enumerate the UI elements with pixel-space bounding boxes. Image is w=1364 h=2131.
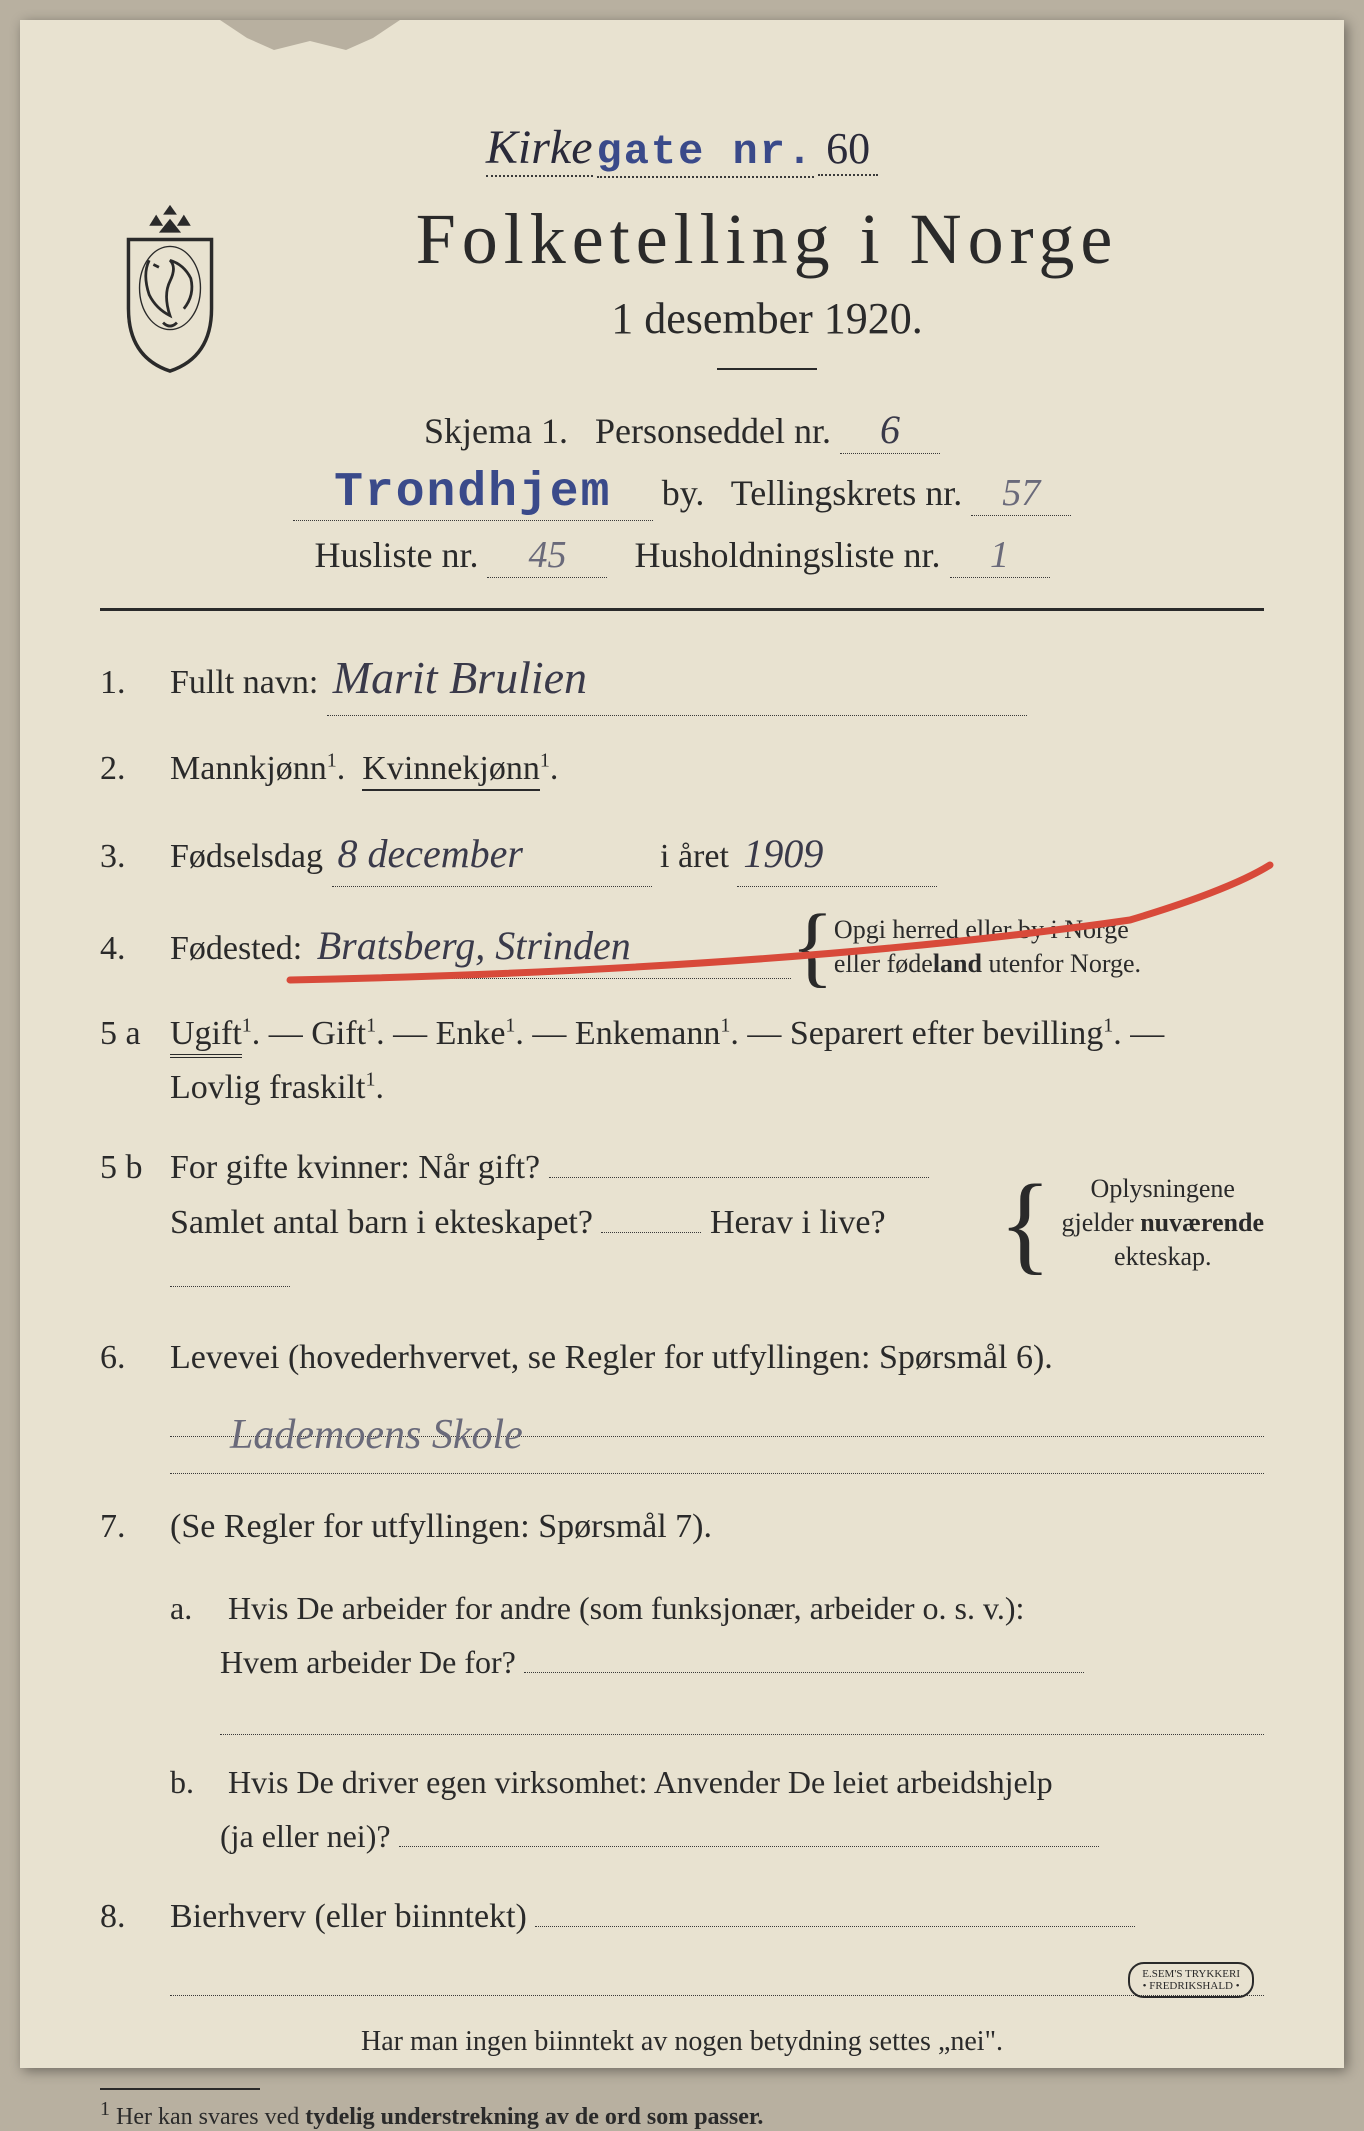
q4-label: Fødested: [170, 930, 302, 967]
title-divider [717, 368, 817, 370]
q5a-gift: Gift [311, 1015, 366, 1052]
footnote: 1 Her kan svares ved tydelig understrekn… [100, 2098, 1264, 2131]
q3-birthdate: 3. Fødselsdag 8 december i året 1909 [100, 822, 1264, 887]
city-stamp: Trondhjem [293, 466, 653, 521]
q6-value: Lademoens Skole [170, 1412, 523, 1458]
q1-value: Marit Brulien [327, 641, 1027, 716]
footnote-rule [100, 2088, 260, 2090]
q7a-letter: a. [170, 1581, 220, 1635]
q2-sex: 2. Mannkjønn1. Kvinnekjønn1. [100, 742, 1264, 796]
skjema-line: Skjema 1. Personseddel nr. 6 [100, 406, 1264, 454]
city-line: Trondhjem by. Tellingskrets nr. 57 [100, 466, 1264, 521]
brace-icon: { [791, 920, 834, 974]
q4-num: 4. [100, 922, 170, 976]
q7-label: (Se Regler for utfyllingen: Spørsmål 7). [170, 1500, 1264, 1554]
husholdning-value: 1 [950, 533, 1050, 578]
q5a-num: 5 a [100, 1007, 170, 1061]
krets-label: Tellingskrets nr. [731, 473, 962, 513]
krets-value: 57 [971, 471, 1071, 516]
q3-num: 3. [100, 830, 170, 884]
printer-stamp: E.SEM'S TRYKKERI • FREDRIKSHALD • [1128, 1962, 1254, 1998]
q7b-letter: b. [170, 1755, 220, 1809]
date-subtitle: 1 desember 1920. [270, 293, 1264, 344]
q8-blank-line [170, 1970, 1264, 1996]
q1-name: 1. Fullt navn: Marit Brulien [100, 641, 1264, 716]
q5b-note: Oplysningene gjelder nuværende ekteskap. [1062, 1172, 1264, 1273]
section-divider [100, 608, 1264, 611]
q8-blank [535, 1926, 1135, 1927]
printer-line2: • FREDRIKSHALD • [1142, 1980, 1240, 1992]
q5b-blank-b [601, 1232, 701, 1233]
q8-secondary: 8. Bierhverv (eller biinntekt) [100, 1890, 1264, 1944]
q5b-label-b: Samlet antal barn i ekteskapet? [170, 1204, 593, 1241]
by-label: by. [662, 473, 705, 513]
q6-label: Levevei (hovederhvervet, se Regler for u… [170, 1331, 1264, 1385]
q5a-separert: Separert efter bevilling [790, 1015, 1103, 1052]
q5b-blank-c [170, 1286, 290, 1287]
q4-note: Opgi herred eller by i Norge eller fødel… [834, 913, 1141, 981]
q2-num: 2. [100, 742, 170, 796]
skjema-label: Skjema 1. [424, 411, 568, 451]
printer-line1: E.SEM'S TRYKKERI [1142, 1968, 1240, 1980]
q7: 7. (Se Regler for utfyllingen: Spørsmål … [100, 1500, 1264, 1554]
q7-num: 7. [100, 1500, 170, 1554]
gate-nr-stamp: gate nr. [597, 128, 815, 178]
street-name-handwritten: Kirke [486, 120, 593, 177]
header-row: Folketelling i Norge 1 desember 1920. [100, 198, 1264, 394]
q6-value-line: Lademoens Skole [170, 1411, 1264, 1437]
q5b-blank-a [549, 1177, 929, 1178]
q2-female: Kvinnekjønn [362, 750, 540, 791]
address-header: Kirke gate nr. 60 [100, 120, 1264, 178]
husliste-label: Husliste nr. [314, 535, 478, 575]
q3-year-value: 1909 [737, 822, 937, 887]
norway-coat-of-arms-icon [100, 198, 240, 378]
q7b-blank [399, 1846, 1099, 1847]
q7a-blank-line [220, 1709, 1264, 1735]
torn-paper-edge [220, 20, 400, 50]
husliste-value: 45 [487, 533, 607, 578]
q8-label: Bierhverv (eller biinntekt) [170, 1898, 527, 1935]
q5a-marital: 5 a Ugift1. — Gift1. — Enke1. — Enkemann… [100, 1007, 1264, 1116]
q7a-blank [524, 1672, 1084, 1673]
q7a-text2: Hvem arbeider De for? [220, 1644, 516, 1680]
q5b-label-c: Herav i live? [710, 1204, 886, 1241]
q5b-married-women: 5 b For gifte kvinner: Når gift? Samlet … [100, 1141, 1264, 1304]
census-form-page: Kirke gate nr. 60 Folketelling i Norge 1… [20, 20, 1344, 2068]
q4-value: Bratsberg, Strinden [311, 914, 791, 979]
q2-male: Mannkjønn [170, 750, 327, 787]
q3-label-a: Fødselsdag [170, 838, 323, 875]
q5a-ugift: Ugift [170, 1015, 242, 1058]
personseddel-label: Personseddel nr. [595, 411, 831, 451]
q7b: b. Hvis De driver egen virksomhet: Anven… [170, 1755, 1264, 1864]
q8-num: 8. [100, 1890, 170, 1944]
husliste-line: Husliste nr. 45 Husholdningsliste nr. 1 [100, 533, 1264, 578]
footnote-marker: 1 [100, 2098, 110, 2120]
q5a-enke: Enke [436, 1015, 506, 1052]
q5a-enkemann: Enkemann [575, 1015, 720, 1052]
q3-day-value: 8 december [332, 822, 652, 887]
bottom-instruction: Har man ingen biinntekt av nogen betydni… [100, 2026, 1264, 2058]
q3-label-b: i året [660, 838, 729, 875]
q7a: a. Hvis De arbeider for andre (som funks… [170, 1581, 1264, 1690]
q7a-text1: Hvis De arbeider for andre (som funksjon… [228, 1590, 1024, 1626]
main-title: Folketelling i Norge [270, 198, 1264, 281]
q7b-text1: Hvis De driver egen virksomhet: Anvender… [228, 1764, 1053, 1800]
q5b-num: 5 b [100, 1141, 170, 1195]
q1-label: Fullt navn: [170, 664, 318, 701]
husholdning-label: Husholdningsliste nr. [634, 535, 940, 575]
brace-icon: { [999, 1190, 1052, 1256]
q7b-text2: (ja eller nei)? [220, 1818, 391, 1854]
q6-occupation: 6. Levevei (hovederhvervet, se Regler fo… [100, 1331, 1264, 1385]
q4-birthplace: 4. Fødested: Bratsberg, Strinden { Opgi … [100, 913, 1264, 981]
personseddel-value: 6 [840, 406, 940, 454]
title-block: Folketelling i Norge 1 desember 1920. [270, 198, 1264, 394]
q5a-fraskilt: Lovlig fraskilt [170, 1069, 365, 1106]
house-number-handwritten: 60 [818, 123, 878, 176]
q1-num: 1. [100, 656, 170, 710]
q6-num: 6. [100, 1331, 170, 1385]
q5b-label-a: For gifte kvinner: Når gift? [170, 1149, 540, 1186]
